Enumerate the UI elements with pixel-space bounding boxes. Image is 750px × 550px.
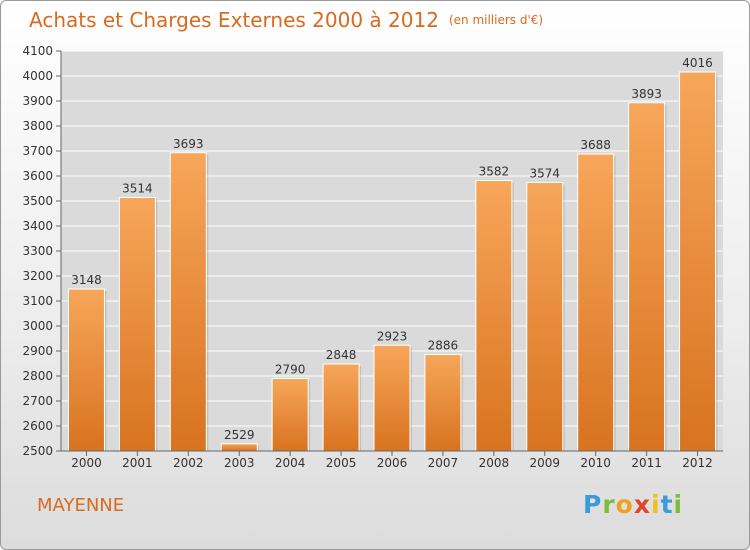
value-label: 3893: [631, 87, 662, 101]
bar: [424, 354, 462, 452]
value-label: 2848: [326, 348, 357, 362]
y-tick-label: 2900: [22, 344, 53, 358]
bar: [169, 152, 207, 452]
y-tick-label: 3700: [22, 144, 53, 158]
brand-letter: r: [602, 490, 616, 519]
bar: [118, 197, 156, 452]
y-tick-label: 3300: [22, 244, 53, 258]
bar: [577, 153, 615, 452]
bar: [67, 288, 105, 452]
bar: [679, 71, 717, 452]
value-label: 3514: [122, 182, 153, 196]
y-axis-ticks: 2500 2600 2700 2800 2900 3000 3100 3200 3300 3400…: [22, 44, 62, 458]
y-tick-label: 3000: [22, 319, 53, 333]
value-label: 2529: [224, 428, 255, 442]
bar: [628, 102, 666, 452]
x-tick-label: 2010: [580, 456, 611, 470]
brand-letter: i: [651, 490, 661, 519]
y-tick-label: 2500: [22, 444, 53, 458]
x-tick-label: 2009: [529, 456, 560, 470]
y-tick-label: 3900: [22, 94, 53, 108]
bar: [373, 344, 411, 452]
value-label: 3693: [173, 137, 204, 151]
x-tick-label: 2008: [479, 456, 510, 470]
x-axis-ticks: 2000 2001 2002 2003 2004 2005 2006 2007 2008 2009…: [61, 450, 723, 470]
x-tick-label: 2007: [428, 456, 459, 470]
brand-letter: x: [633, 490, 651, 519]
bar: [271, 378, 309, 452]
brand-letter: i: [673, 490, 684, 519]
value-label: 3574: [529, 167, 560, 181]
brand-letter: t: [660, 490, 674, 519]
y-tick-label: 3600: [22, 169, 53, 183]
x-tick-label: 2004: [275, 456, 306, 470]
y-tick-label: 2700: [22, 394, 53, 408]
value-label: 3688: [580, 138, 611, 152]
value-label: 3582: [479, 165, 510, 179]
x-tick-label: 2003: [224, 456, 255, 470]
x-tick-label: 2000: [71, 456, 102, 470]
value-label: 4016: [682, 56, 713, 70]
bar: [322, 363, 360, 452]
bar: [526, 182, 564, 452]
x-tick-label: 2011: [631, 456, 662, 470]
y-tick-label: 4000: [22, 69, 53, 83]
chart-title: Achats et Charges Externes 2000 à 2012 (e…: [29, 8, 543, 32]
title-text: Achats et Charges Externes 2000 à 2012: [29, 8, 439, 32]
value-label: 2923: [377, 329, 408, 343]
location-label: MAYENNE: [37, 495, 125, 516]
y-tick-label: 3500: [22, 194, 53, 208]
y-tick-label: 3100: [22, 294, 53, 308]
y-tick-label: 3200: [22, 269, 53, 283]
value-labels: 3148 3514 3693 2529 2790 2848 2923 2886 3582 3574…: [71, 56, 713, 442]
brand-letter: o: [615, 490, 634, 519]
bar: [220, 443, 258, 452]
x-tick-label: 2005: [326, 456, 357, 470]
y-tick-label: 3400: [22, 219, 53, 233]
bar: [475, 180, 513, 452]
x-tick-label: 2002: [173, 456, 204, 470]
y-tick-label: 4100: [22, 44, 53, 58]
y-tick-label: 2800: [22, 369, 53, 383]
y-tick-label: 2600: [22, 419, 53, 433]
bars: [67, 71, 718, 452]
y-tick-label: 3800: [22, 119, 53, 133]
x-tick-label: 2006: [377, 456, 408, 470]
subtitle-text: (en milliers d'€): [448, 13, 544, 27]
brand-logo: Proxiti: [583, 490, 683, 519]
x-tick-label: 2012: [682, 456, 713, 470]
brand-letter: P: [583, 490, 603, 519]
value-label: 2886: [428, 339, 459, 353]
value-label: 3148: [71, 273, 102, 287]
value-label: 2790: [275, 363, 306, 377]
x-tick-label: 2001: [122, 456, 153, 470]
